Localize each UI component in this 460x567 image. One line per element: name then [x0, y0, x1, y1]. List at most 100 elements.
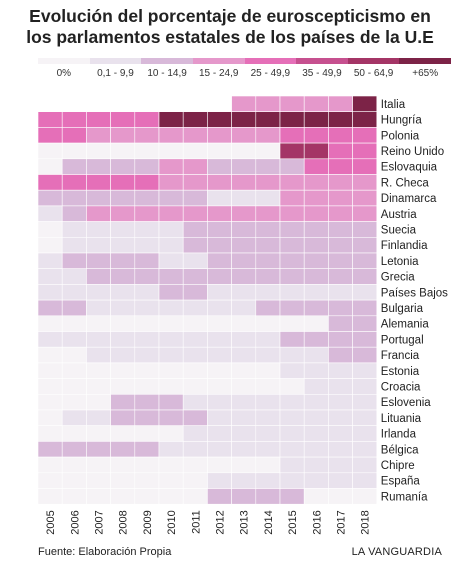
heatmap-cell	[328, 441, 353, 458]
heatmap-cell	[255, 158, 281, 175]
heatmap-cell	[328, 205, 353, 222]
heatmap-cell	[352, 456, 378, 474]
heatmap-cell	[255, 237, 281, 254]
heatmap-cell	[255, 299, 281, 317]
heatmap-cell	[303, 252, 329, 269]
brand-logo: LA VANGUARDIA	[351, 546, 442, 558]
heatmap-cell	[37, 237, 63, 254]
heatmap-cell	[255, 378, 281, 395]
heatmap-cell	[207, 456, 232, 474]
heatmap-cell	[37, 362, 63, 379]
heatmap-cell	[352, 189, 378, 207]
heatmap-cell	[352, 221, 378, 238]
heatmap-cell	[231, 456, 257, 474]
heatmap-cell	[110, 346, 136, 364]
heatmap-cell	[158, 252, 184, 269]
heatmap-cell	[328, 95, 353, 112]
heatmap-cell	[207, 142, 232, 160]
heatmap-cell	[255, 174, 281, 191]
row-label: Letonia	[381, 256, 419, 268]
heatmap-cell	[110, 299, 136, 317]
heatmap-cell	[61, 315, 87, 332]
heatmap-cell	[352, 111, 378, 128]
row-label: Polonia	[381, 130, 420, 142]
heatmap-cell	[37, 142, 63, 160]
heatmap-cell	[279, 252, 305, 269]
heatmap-cell	[134, 456, 160, 474]
heatmap-cell	[279, 127, 305, 144]
heatmap-cell	[182, 299, 208, 317]
heatmap-cell	[37, 111, 63, 128]
heatmap-cell	[86, 174, 111, 191]
legend: 0% 0,1 - 9,9 10 - 14,9 15 - 24,9 25 - 49,9 35…	[38, 58, 451, 88]
x-tick-label: 2016	[311, 510, 323, 534]
heatmap-cell	[134, 174, 160, 191]
heatmap-cell	[37, 221, 63, 238]
heatmap-cell	[207, 409, 232, 426]
heatmap-cell	[352, 127, 378, 144]
heatmap-cell	[86, 237, 111, 254]
row-label: Portugal	[381, 334, 424, 346]
heatmap-cell	[328, 111, 353, 128]
heatmap-cell	[279, 331, 305, 348]
heatmap-cell	[134, 284, 160, 301]
heatmap-cell	[255, 393, 281, 411]
heatmap-cell	[303, 127, 329, 144]
heatmap-cell	[158, 221, 184, 238]
legend-label: 0%	[56, 68, 72, 79]
heatmap-cell	[231, 268, 257, 285]
heatmap-cell	[207, 472, 232, 489]
heatmap-cell	[207, 127, 232, 144]
x-tick-label: 2008	[118, 510, 130, 534]
heatmap-cell	[231, 252, 257, 269]
row-label: Dinamarca	[381, 193, 437, 205]
legend-swatch	[399, 58, 451, 64]
heatmap-cell	[86, 127, 111, 144]
heatmap-cell	[279, 158, 305, 175]
heatmap-cell	[255, 189, 281, 207]
heatmap-cell	[110, 456, 136, 474]
x-tick-label: 2005	[45, 510, 57, 534]
heatmap-cell	[61, 378, 87, 395]
heatmap-cell	[279, 425, 305, 442]
legend-item: 35 - 49,9	[296, 58, 348, 88]
heatmap-cell	[158, 237, 184, 254]
heatmap-cell	[134, 299, 160, 317]
heatmap-cell	[110, 472, 136, 489]
heatmap-cell	[255, 425, 281, 442]
heatmap-cell	[86, 346, 111, 364]
legend-swatch	[296, 58, 348, 64]
row-label: Eslovenia	[381, 397, 431, 409]
heatmap-cell	[231, 158, 257, 175]
heatmap-cell	[255, 331, 281, 348]
x-tick-label: 2014	[263, 510, 275, 534]
heatmap-cell	[86, 472, 111, 489]
heatmap-cell	[231, 189, 257, 207]
heatmap-cell	[182, 237, 208, 254]
heatmap-cell	[255, 284, 281, 301]
heatmap-cell	[207, 488, 232, 505]
heatmap-cell	[134, 441, 160, 458]
heatmap-cell	[303, 189, 329, 207]
heatmap-cell	[279, 189, 305, 207]
heatmap-cell	[61, 111, 87, 128]
heatmap-cell	[182, 221, 208, 238]
heatmap-cell	[207, 268, 232, 285]
heatmap-cell	[255, 142, 281, 160]
heatmap-cell	[279, 299, 305, 317]
heatmap-cell	[61, 472, 87, 489]
heatmap-cell	[134, 378, 160, 395]
heatmap-cell	[207, 205, 232, 222]
heatmap-cell	[134, 488, 160, 505]
heatmap-cell	[303, 315, 329, 332]
heatmap-cell	[255, 488, 281, 505]
heatmap-cell	[61, 425, 87, 442]
heatmap-cell	[231, 284, 257, 301]
legend-swatch	[192, 58, 245, 64]
heatmap-cell	[61, 189, 87, 207]
heatmap-cell	[231, 111, 257, 128]
heatmap-cell	[352, 158, 378, 175]
heatmap-cell	[207, 378, 232, 395]
heatmap-cell	[303, 205, 329, 222]
heatmap-cell	[134, 221, 160, 238]
